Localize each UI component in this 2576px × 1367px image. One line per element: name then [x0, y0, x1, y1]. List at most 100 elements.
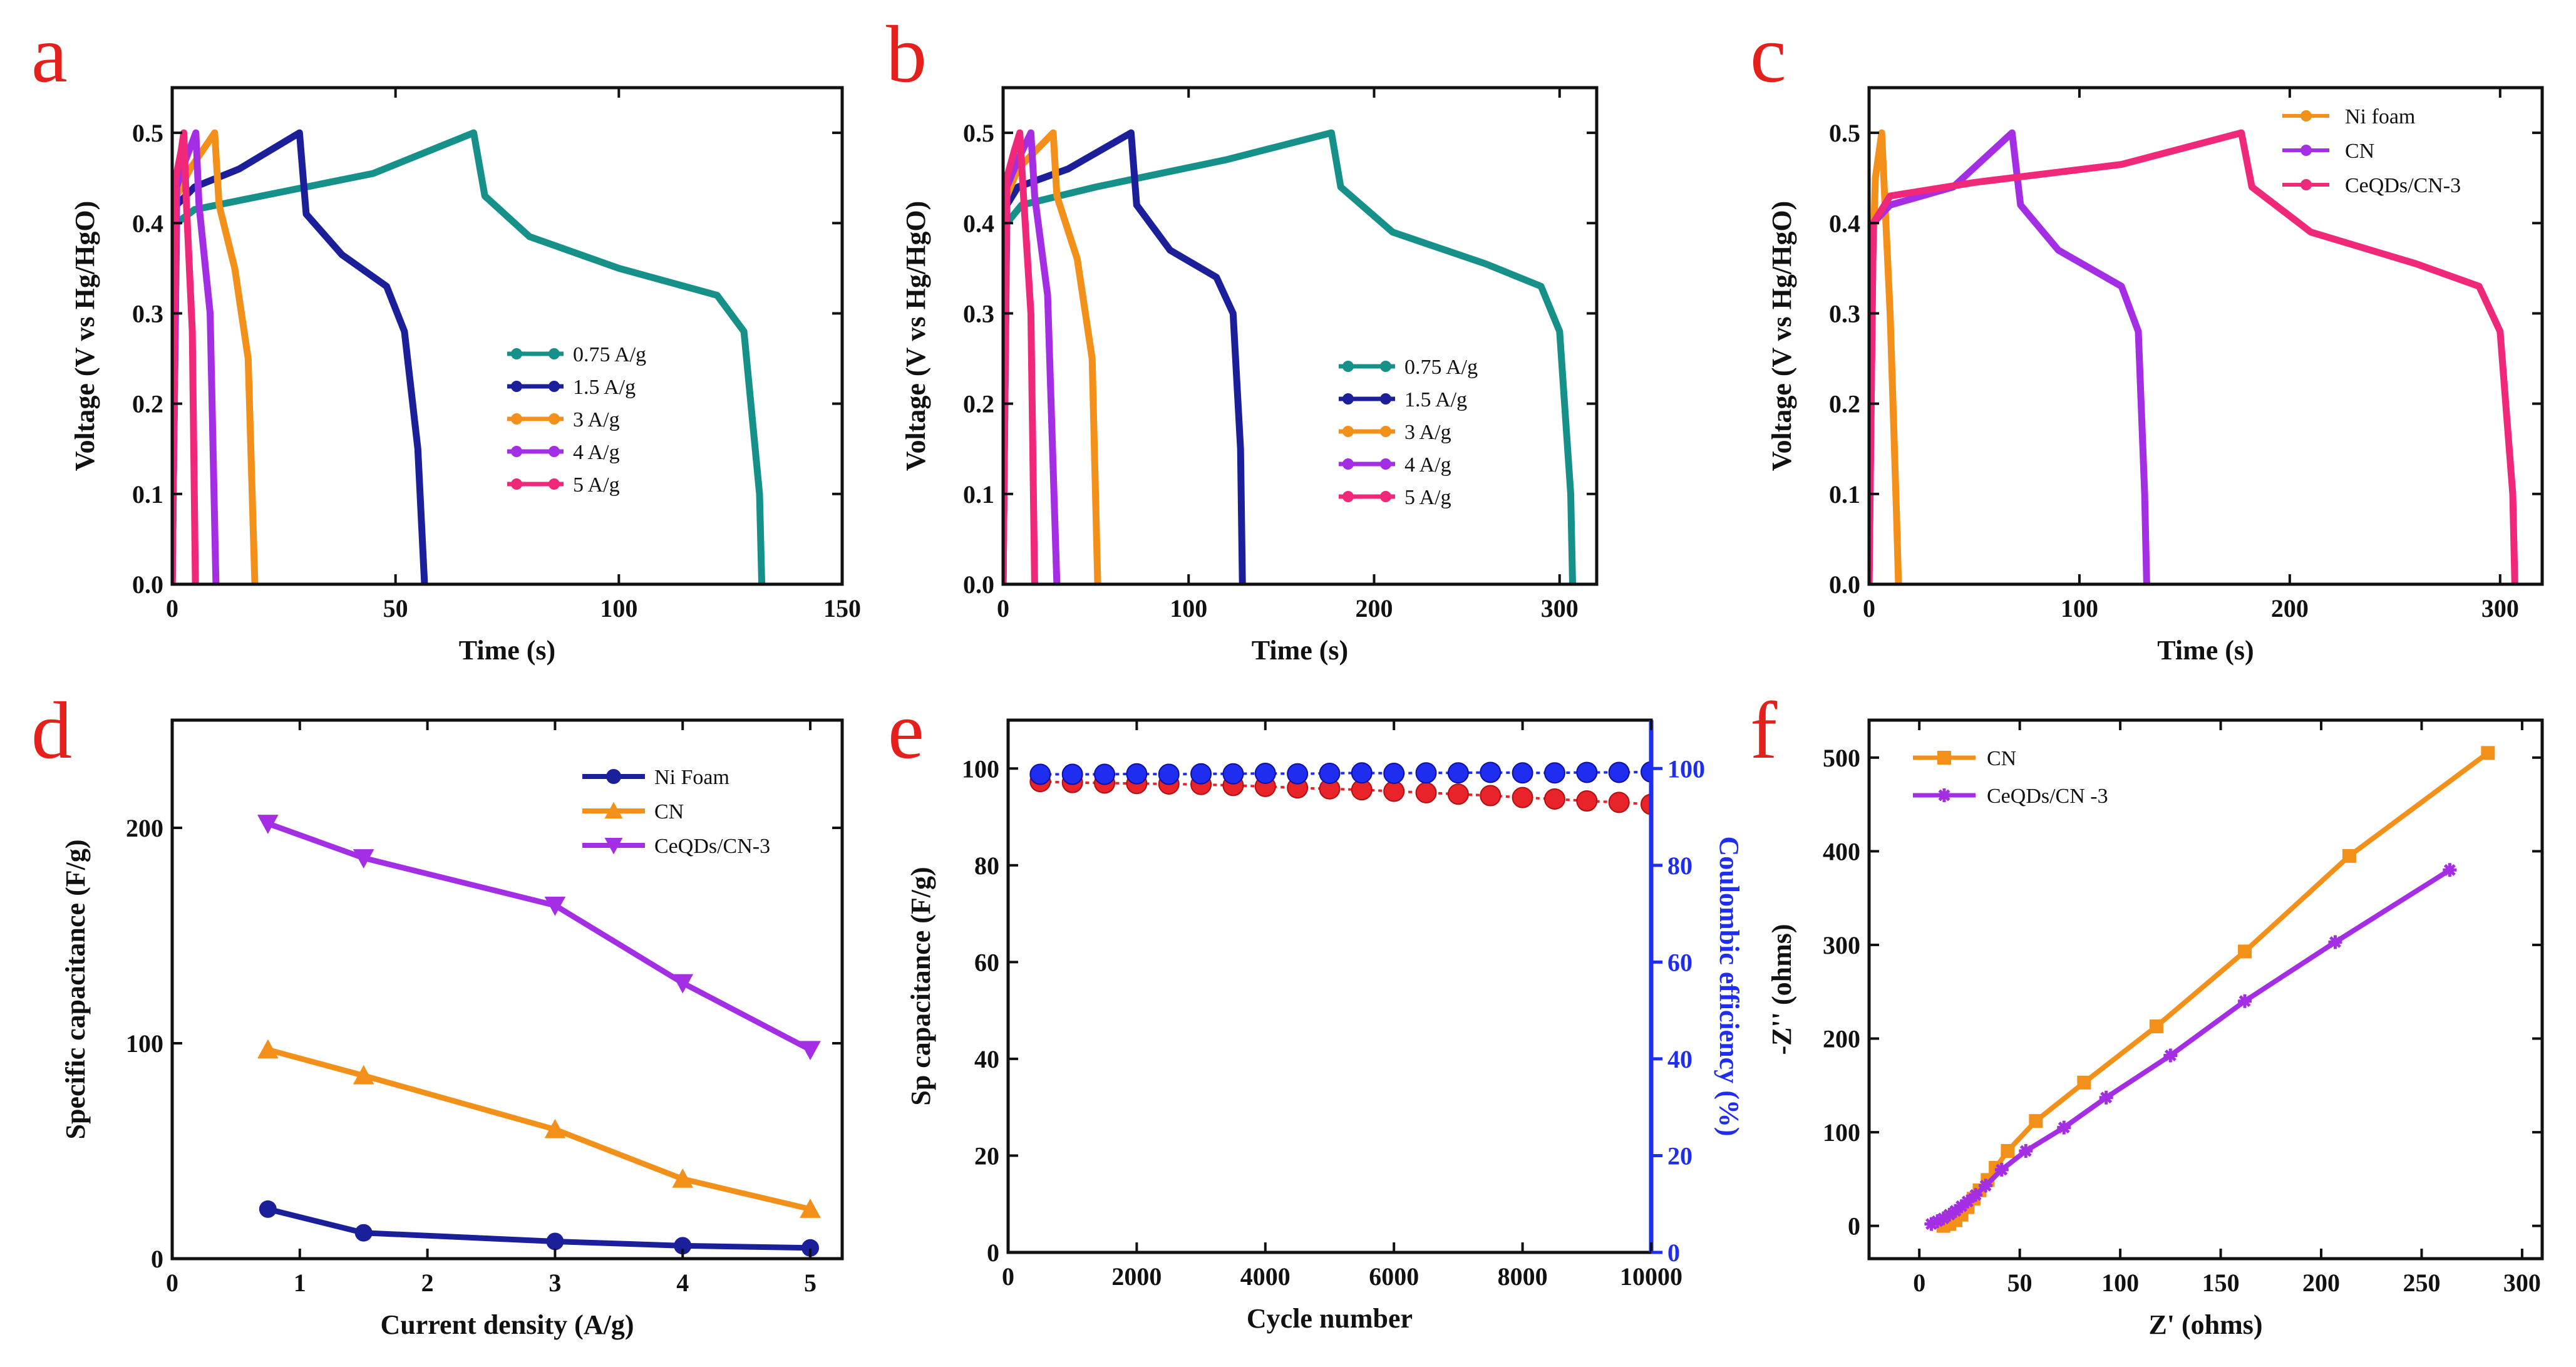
data-point — [544, 1118, 566, 1138]
y-tick-label: 300 — [1823, 931, 1860, 959]
y-tick-label: 100 — [1823, 1118, 1860, 1147]
asterisk-stroke — [2163, 1048, 2178, 1063]
x-tick-label: 250 — [2403, 1269, 2440, 1297]
legend-marker — [604, 838, 623, 855]
data-point — [1351, 762, 1373, 784]
legend-label: 1.5 A/g — [1404, 388, 1467, 411]
data-point — [1094, 763, 1116, 785]
legend-label: 0.75 A/g — [1404, 356, 1478, 379]
y-right-axis-title: Coulombic efficiency (%) — [1714, 837, 1744, 1137]
axes-frame — [1867, 86, 2544, 586]
series-line-4 — [1003, 129, 1038, 584]
panel-b: b 0 100 200 300 0.0 0.1 0.2 0.3 0.4 0.5 Time (s) Vol… — [886, 9, 1599, 666]
legend-marker — [1342, 393, 1354, 405]
panel-letter: b — [886, 9, 927, 100]
data-point — [353, 1065, 374, 1085]
axes-frame — [1001, 86, 1599, 586]
data-point — [2481, 746, 2495, 760]
legend-label: CN — [1987, 747, 2016, 770]
data-point — [1287, 763, 1309, 785]
asterisk-stroke — [1942, 1207, 1957, 1222]
x-tick-label: 2000 — [1111, 1262, 1162, 1291]
x-tick-label: 6000 — [1369, 1262, 1419, 1291]
asterisk-stroke — [1994, 1162, 2009, 1177]
legend-marker — [549, 381, 560, 392]
legend-marker — [1380, 426, 1391, 437]
y-tick-label: 500 — [1823, 744, 1860, 772]
x-tick-label: 300 — [2481, 594, 2519, 622]
data-point — [1576, 761, 1598, 783]
legend-marker — [1342, 458, 1354, 470]
x-tick-label: 8000 — [1498, 1262, 1548, 1291]
y-tick-label: 0.2 — [963, 390, 994, 418]
data-point — [1936, 1211, 1950, 1225]
y-tick-label: 60 — [974, 948, 999, 976]
data-point — [1543, 788, 1565, 810]
panel-d: d 0 1 2 3 4 5 0 100 200 Current density (A/g) Speci… — [31, 686, 844, 1340]
data-point — [257, 815, 279, 834]
asterisk-stroke — [2238, 994, 2252, 1008]
legend-label: 4 A/g — [1404, 453, 1451, 477]
y-tick-label: 40 — [974, 1045, 999, 1073]
x-tick-label: 4000 — [1240, 1262, 1291, 1291]
legend-label: 1.5 A/g — [573, 376, 636, 399]
data-point — [1158, 763, 1180, 785]
data-point — [672, 1168, 694, 1188]
series-line-1 — [1930, 867, 2451, 1227]
x-tick-label: 0 — [997, 594, 1009, 622]
x-tick-label: 100 — [600, 594, 637, 622]
legend: 0.75 A/g 1.5 A/g 3 A/g 4 A/g 5 A/g — [507, 343, 646, 497]
y-tick-label: 0.4 — [1829, 209, 1860, 237]
legend-marker — [2300, 145, 2312, 156]
legend-marker — [549, 348, 560, 359]
data-point — [2099, 1090, 2113, 1105]
legend-marker — [511, 478, 522, 490]
data-point — [1641, 793, 1651, 815]
legend-marker — [606, 769, 621, 784]
x-tick-label: 300 — [1541, 594, 1579, 622]
y-tick-label: 0.1 — [963, 480, 994, 508]
x-tick-label: 10000 — [1620, 1262, 1682, 1291]
data-point — [1608, 761, 1630, 783]
legend-marker — [2300, 179, 2312, 190]
data-point — [2342, 849, 2356, 863]
legend-marker — [511, 413, 522, 425]
legend-marker — [2300, 110, 2312, 121]
y-right-tick-label: 0 — [1667, 1239, 1680, 1267]
asterisk-stroke — [1937, 788, 1951, 802]
legend-marker — [1380, 458, 1391, 470]
legend-marker — [1342, 426, 1354, 437]
x-tick-label: 100 — [1170, 594, 1207, 622]
x-tick-label: 200 — [2271, 594, 2309, 622]
data-point — [1383, 780, 1405, 802]
legend-label: 3 A/g — [1404, 421, 1451, 444]
y-tick-label: 0.1 — [1829, 480, 1860, 508]
data-point — [2057, 1120, 2071, 1135]
x-tick-label: 200 — [1356, 594, 1393, 622]
data-point — [2238, 994, 2252, 1008]
data-point — [1641, 761, 1651, 783]
data-point — [353, 849, 374, 869]
plot-area — [1869, 129, 2518, 584]
plot-area — [1029, 761, 1651, 815]
data-point — [257, 1039, 279, 1059]
panel-letter: e — [888, 686, 924, 776]
panel-f: f 0 50 100 150 200 250 300 0 100 200 300 400 500 Z' (o… — [1750, 686, 2544, 1340]
y-right-tick-label: 80 — [1667, 852, 1692, 880]
legend: CN CeQDs/CN -3 — [1913, 747, 2108, 808]
axes-frame — [1867, 718, 2544, 1261]
x-tick-label: 50 — [383, 594, 408, 622]
asterisk-stroke — [1930, 1214, 1945, 1229]
data-point — [2019, 1144, 2033, 1158]
data-point — [1576, 790, 1598, 812]
panel-e: e0 2000 4000 6000 8000 1000002040608010002040… — [888, 686, 1744, 1334]
asterisk-stroke — [2099, 1090, 2113, 1105]
asterisk-stroke — [1960, 1194, 1975, 1209]
data-point — [2328, 935, 2342, 949]
x-axis-title: Time (s) — [2157, 635, 2254, 666]
series-line-1 — [1869, 129, 2150, 584]
legend-marker — [604, 802, 623, 818]
legend-label: CeQDs/CN -3 — [1987, 785, 2108, 808]
legend-marker — [511, 381, 522, 392]
